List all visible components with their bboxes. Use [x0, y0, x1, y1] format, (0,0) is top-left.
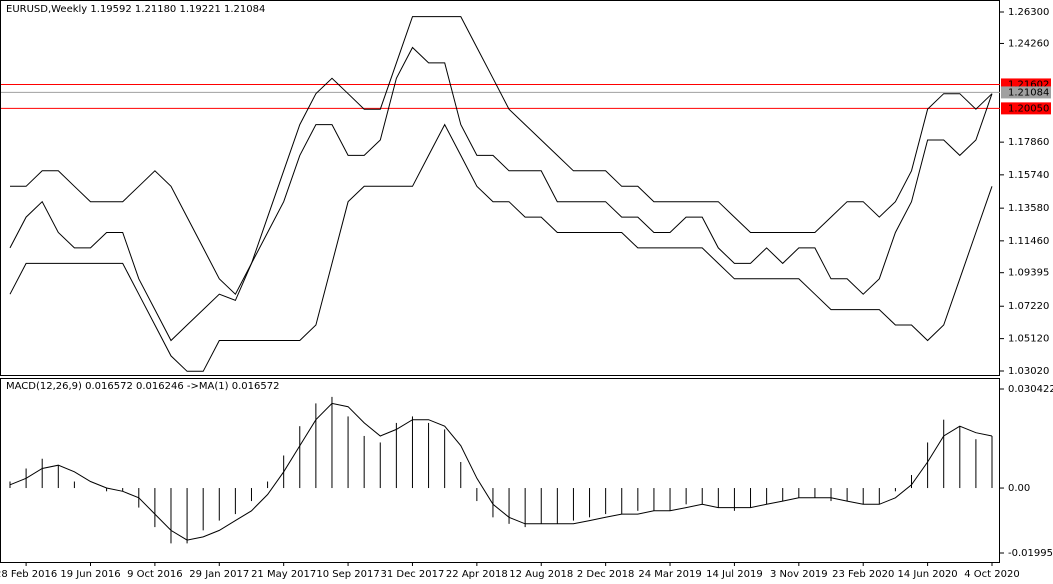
x-tick-label: 10 Sep 2017: [316, 569, 379, 580]
x-tick-label: 31 Dec 2017: [381, 569, 445, 580]
y-tick-label: 1.17860: [1008, 137, 1049, 148]
x-tick-label: 22 Apr 2018: [446, 569, 508, 580]
x-tick-label: 14 Jun 2020: [898, 569, 958, 580]
series-line: [9, 46, 993, 342]
x-tick-label: 24 Mar 2019: [638, 569, 701, 580]
y-tick-label: 1.03020: [1008, 366, 1049, 377]
x-tick-label: 4 Oct 2020: [964, 569, 1019, 580]
x-tick-label: 29 Jan 2017: [189, 569, 249, 580]
x-tick-label: 2 Dec 2018: [577, 569, 635, 580]
macd-title: MACD(12,26,9) 0.016572 0.016246 ->MA(1) …: [6, 381, 279, 392]
x-tick-label: 23 Feb 2020: [832, 569, 894, 580]
price-level-box: [1001, 102, 1051, 115]
y-tick-label: 0.00: [1008, 483, 1030, 494]
macd-panel: [0, 378, 1000, 563]
price-panel: [0, 0, 1000, 376]
y-tick-label: 1.15740: [1008, 170, 1049, 181]
y-tick-label: 1.13580: [1008, 203, 1049, 214]
price-level-box: [1001, 86, 1051, 99]
x-tick-label: 21 May 2017: [251, 569, 316, 580]
chart-title: EURUSD,Weekly 1.19592 1.21180 1.19221 1.…: [6, 4, 265, 15]
y-tick-label: 1.07220: [1008, 301, 1049, 312]
y-tick-label: 1.11460: [1008, 236, 1049, 247]
x-tick-label: 14 Jul 2019: [706, 569, 763, 580]
series-line: [9, 123, 993, 372]
price-level-label: 1.21084: [1008, 87, 1049, 98]
y-tick-label: 1.26300: [1008, 7, 1049, 18]
x-tick-label: 28 Feb 2016: [0, 569, 57, 580]
y-tick-label: 1.09395: [1008, 268, 1049, 279]
y-tick-label: 1.24260: [1008, 38, 1049, 49]
price-level-label: 1.20050: [1008, 103, 1049, 114]
price-level-label: 1.21602: [1008, 79, 1049, 90]
x-tick-label: 3 Nov 2019: [770, 569, 828, 580]
y-tick-label: 0.030422: [1008, 384, 1053, 395]
y-tick-label: -0.019955: [1008, 548, 1053, 559]
y-tick-label: 1.05120: [1008, 334, 1049, 345]
series-line: [9, 402, 993, 541]
x-tick-label: 19 Jun 2016: [60, 569, 120, 580]
x-tick-label: 12 Aug 2018: [509, 569, 573, 580]
x-tick-label: 9 Oct 2016: [127, 569, 182, 580]
series-line: [10, 16, 993, 296]
